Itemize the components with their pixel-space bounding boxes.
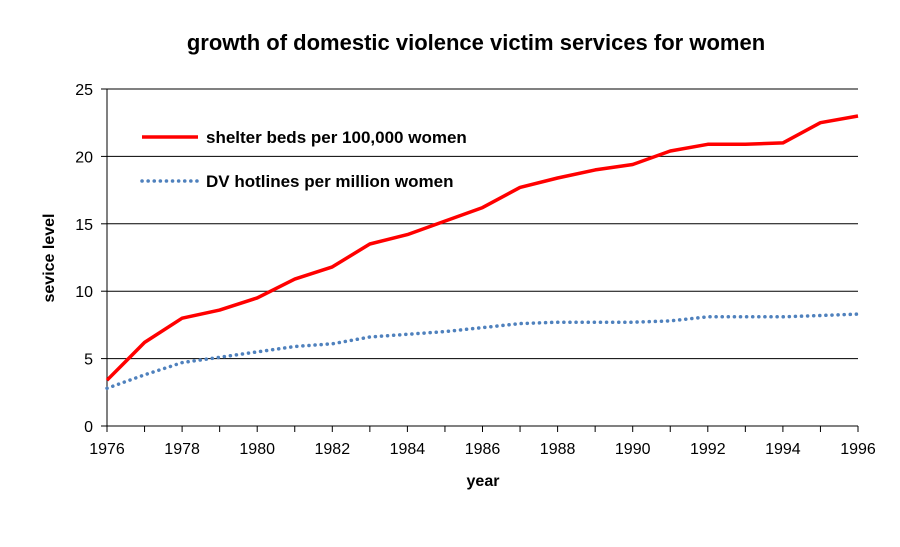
x-tick-label: 1986 (465, 441, 501, 458)
x-tick-label: 1984 (390, 441, 426, 458)
chart-title: growth of domestic violence victim servi… (187, 30, 765, 55)
gridlines (101, 88, 858, 427)
x-tick-label: 1990 (615, 441, 651, 458)
x-tick-label: 1982 (315, 441, 351, 458)
legend-label-0: shelter beds per 100,000 women (206, 128, 467, 147)
series-line-1 (105, 312, 860, 391)
x-tick-label: 1996 (840, 441, 876, 458)
series-line-0 (105, 114, 859, 382)
x-tick-label: 1978 (164, 441, 200, 458)
x-axis-title: year (467, 473, 500, 490)
legend: shelter beds per 100,000 women DV hotline… (140, 128, 467, 191)
y-tick-label: 15 (75, 217, 93, 234)
x-tick-label: 1976 (89, 441, 125, 458)
y-axis-title: sevice level (41, 214, 58, 303)
y-tick-label: 10 (75, 284, 93, 301)
legend-label-1: DV hotlines per million women (206, 172, 453, 191)
x-tick-label: 1994 (765, 441, 801, 458)
x-tick-labels: 1976 1978 1980 1982 1984 1986 1988 1990 1992 1994… (89, 441, 876, 458)
x-tick-label: 1988 (540, 441, 576, 458)
axes (106, 89, 859, 432)
y-tick-label: 25 (75, 82, 93, 99)
y-tick-label: 0 (84, 419, 93, 436)
plot-lines (105, 114, 860, 391)
y-tick-label: 20 (75, 149, 93, 166)
x-tick-label: 1992 (690, 441, 726, 458)
y-tick-label: 5 (84, 352, 93, 369)
y-tick-labels: 0 5 10 15 20 25 (75, 82, 93, 436)
x-tick-label: 1980 (239, 441, 275, 458)
